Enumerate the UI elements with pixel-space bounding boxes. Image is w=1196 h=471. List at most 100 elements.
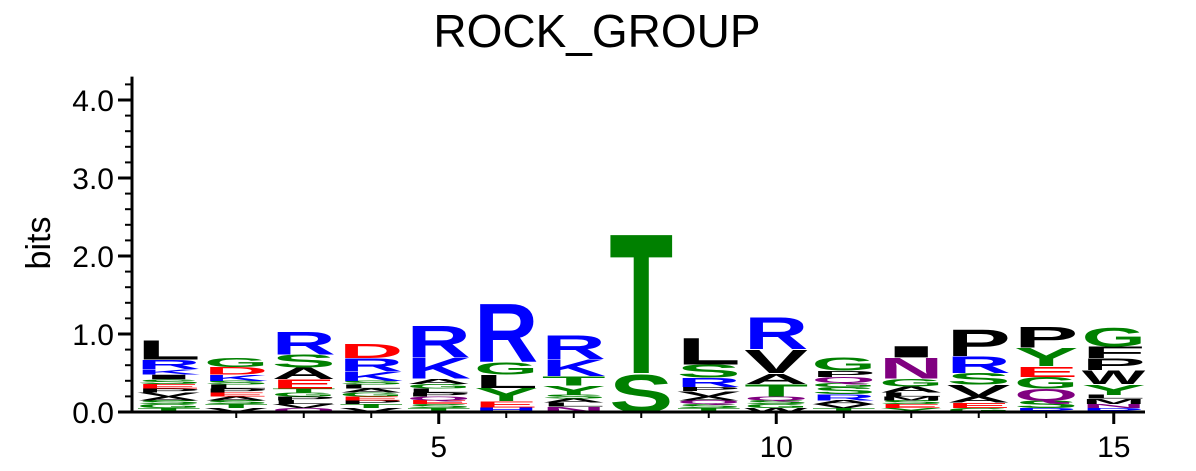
- logo-letter: N: [542, 405, 606, 413]
- logo-letter: P: [137, 388, 201, 394]
- logo-letter: I: [137, 373, 201, 380]
- logo-letter: T: [812, 407, 876, 413]
- logo-letter: R: [677, 376, 741, 390]
- logo-letter: L: [677, 330, 741, 372]
- logo-letter: Q: [407, 395, 471, 401]
- logo-letter: T: [542, 374, 606, 389]
- logo-letter: V: [812, 403, 876, 409]
- logo-letter: S: [204, 399, 268, 405]
- logo-letter: E: [474, 400, 538, 410]
- logo-letter: V: [137, 392, 201, 398]
- logo-letter: R: [407, 316, 471, 367]
- logo-letter: A: [137, 395, 201, 401]
- logo-letter: Y: [879, 407, 943, 413]
- logo-letter: L: [204, 384, 268, 390]
- y-axis-label: bits: [20, 217, 58, 270]
- logo-letter: F: [1082, 343, 1146, 361]
- logo-letter: L: [407, 388, 471, 394]
- logo-letter: K: [204, 373, 268, 383]
- logo-letter: T: [204, 403, 268, 409]
- logo-letter: R: [542, 328, 606, 367]
- logo-letter: P: [1014, 321, 1078, 354]
- logo-letter: A: [677, 395, 741, 401]
- logo-column: ST: [609, 191, 673, 424]
- logo-letter: L: [272, 399, 336, 405]
- logo-letter: P: [947, 322, 1011, 364]
- logo-letter: I: [879, 343, 943, 361]
- logo-letter: S: [542, 394, 606, 400]
- y-tick-label: 1.0: [72, 319, 114, 352]
- logo-letter: T: [744, 381, 808, 400]
- logo-letter: Q: [812, 375, 876, 385]
- logo-letter: G: [744, 403, 808, 409]
- logo-letter: R: [272, 326, 336, 362]
- logo-letter: E: [339, 395, 403, 401]
- logo-letter: A: [204, 395, 268, 401]
- logo-letter: P: [272, 395, 336, 401]
- logo-letter: K: [137, 368, 201, 376]
- logo-letter: M: [879, 395, 943, 401]
- letter-stacks: TGSAVPESIKRLVTSAEPLSKDGQVLPGTEASRVTPEGAL…: [137, 191, 1146, 424]
- logo-letter: P: [204, 388, 268, 394]
- logo-letter: V: [339, 407, 403, 413]
- logo-letter: S: [339, 380, 403, 386]
- logo-letter: S: [879, 399, 943, 405]
- logo-letter: E: [1014, 363, 1078, 380]
- logo-letter: E: [204, 392, 268, 398]
- logo-letter: A: [407, 377, 471, 385]
- logo-letter: P: [407, 392, 471, 398]
- logo-letter: G: [339, 392, 403, 398]
- logo-letter: G: [1082, 322, 1146, 352]
- logo-letter: L: [339, 384, 403, 390]
- logo-letter: L: [474, 371, 538, 392]
- logo-letter: G: [407, 383, 471, 390]
- logo-letter: T: [407, 407, 471, 413]
- logo-letter: R: [137, 358, 201, 372]
- logo-letter: S: [137, 399, 201, 405]
- x-tick-label: 5: [430, 431, 447, 464]
- logo-letter: G: [812, 382, 876, 388]
- logo-letter: D: [204, 365, 268, 377]
- logo-letter: G: [947, 407, 1011, 413]
- logo-letter: Y: [1082, 381, 1146, 398]
- logo-letter: R: [744, 307, 808, 358]
- logo-letter: P: [812, 369, 876, 379]
- logo-letter: G: [272, 392, 336, 398]
- logo-letter: A: [812, 399, 876, 405]
- logo-letter: Y: [1014, 342, 1078, 371]
- logo-letter: N: [1082, 403, 1146, 409]
- logo-letter: L: [879, 392, 943, 398]
- logo-letter: G: [204, 355, 268, 369]
- logo-letter: S: [812, 385, 876, 396]
- logo-letter: S: [272, 351, 336, 372]
- logo-letter: T: [609, 191, 673, 415]
- logo-letter: A: [947, 395, 1011, 405]
- logo-letter: S: [1014, 398, 1078, 410]
- x-tick-label: 10: [760, 431, 793, 464]
- logo-letter: A: [339, 388, 403, 394]
- logo-letter: A: [744, 370, 808, 387]
- logo-letter: S: [137, 378, 201, 385]
- axes: 0.0 1.0 2.0 3.0 4.0 5 10 15: [72, 76, 1145, 464]
- x-tick-label: 15: [1097, 431, 1130, 464]
- logo-letter: R: [812, 393, 876, 403]
- logo-letter: R: [474, 287, 538, 380]
- logo-letter: M: [1082, 397, 1146, 405]
- y-tick-label: 4.0: [72, 85, 114, 118]
- logo-letter: T: [339, 403, 403, 409]
- logo-letter: Q: [1014, 386, 1078, 404]
- logo-letter: D: [339, 340, 403, 363]
- logo-letter: S: [947, 370, 1011, 388]
- logo-letter: V: [744, 343, 808, 381]
